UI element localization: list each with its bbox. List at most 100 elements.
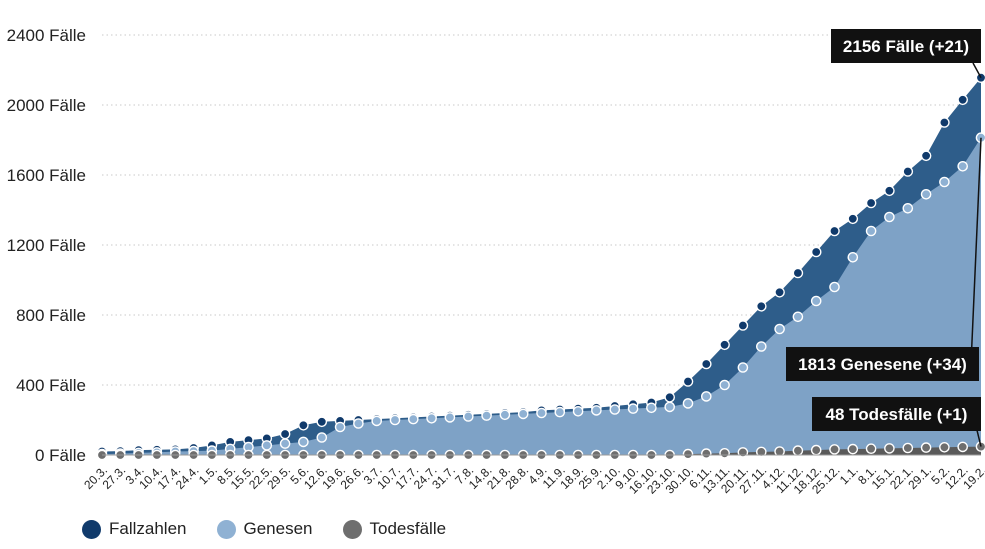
point-fallzahlen xyxy=(701,358,712,370)
legend: Fallzahlen Genesen Todesfälle xyxy=(82,519,476,539)
point-genesen xyxy=(536,407,547,419)
point-fallzahlen xyxy=(664,391,676,403)
legend-label-genesen: Genesen xyxy=(243,519,313,538)
point-todesfaelle xyxy=(902,442,914,454)
point-genesen xyxy=(499,409,511,421)
point-fallzahlen xyxy=(865,197,877,209)
point-genesen xyxy=(407,413,419,425)
point-genesen xyxy=(920,188,932,200)
point-todesfaelle xyxy=(756,446,767,458)
legend-label-fallzahlen: Fallzahlen xyxy=(109,519,187,538)
point-genesen xyxy=(334,421,346,433)
annotation-label: 2156 Fälle (+21) xyxy=(843,37,969,56)
point-todesfaelle xyxy=(682,448,694,460)
point-genesen xyxy=(371,415,383,427)
point-genesen xyxy=(939,176,950,188)
point-todesfaelle xyxy=(810,444,822,456)
point-todesfaelle xyxy=(792,445,804,456)
y-tick-label: 2000 Fälle xyxy=(7,96,86,115)
point-genesen xyxy=(481,410,492,421)
point-genesen xyxy=(462,411,474,422)
point-genesen xyxy=(719,379,730,391)
point-genesen xyxy=(572,405,584,417)
point-fallzahlen xyxy=(902,166,914,177)
point-fallzahlen xyxy=(316,416,328,428)
y-tick-label: 400 Fälle xyxy=(16,376,86,395)
point-todesfaelle xyxy=(957,441,969,453)
point-fallzahlen xyxy=(279,428,291,440)
annotation-leader xyxy=(970,137,982,365)
point-genesen xyxy=(810,295,822,307)
point-genesen xyxy=(701,391,712,402)
point-fallzahlen xyxy=(774,286,785,298)
point-fallzahlen xyxy=(719,339,730,351)
legend-item-fallzahlen: Fallzahlen xyxy=(82,519,187,539)
point-genesen xyxy=(279,438,291,449)
point-genesen xyxy=(389,414,401,426)
point-genesen xyxy=(554,406,566,418)
point-genesen xyxy=(756,341,767,352)
point-fallzahlen xyxy=(829,225,840,237)
point-todesfaelle xyxy=(920,442,932,453)
point-todesfaelle xyxy=(701,448,712,459)
y-tick-label: 1600 Fälle xyxy=(7,166,86,185)
point-genesen xyxy=(353,418,364,429)
point-fallzahlen xyxy=(792,267,804,279)
point-genesen xyxy=(957,160,969,172)
point-fallzahlen xyxy=(884,185,895,197)
point-genesen xyxy=(646,402,657,414)
legend-item-todesfaelle: Todesfälle xyxy=(342,519,447,539)
legend-item-genesen: Genesen xyxy=(216,519,313,539)
point-genesen xyxy=(298,436,309,448)
point-genesen xyxy=(444,412,456,423)
point-genesen xyxy=(627,403,639,414)
annotation-label: 48 Todesfälle (+1) xyxy=(826,405,968,424)
point-fallzahlen xyxy=(939,117,950,128)
point-genesen xyxy=(847,251,859,263)
point-fallzahlen xyxy=(920,150,932,162)
point-todesfaelle xyxy=(939,441,950,453)
annotation-box xyxy=(831,29,981,63)
y-tick-label: 2400 Fälle xyxy=(7,26,86,45)
point-todesfaelle xyxy=(884,443,895,454)
point-fallzahlen xyxy=(737,320,749,331)
point-todesfaelle xyxy=(829,444,840,455)
point-fallzahlen xyxy=(682,376,694,387)
point-genesen xyxy=(682,398,694,409)
annotation-box xyxy=(812,397,981,431)
point-fallzahlen xyxy=(810,246,822,258)
point-genesen xyxy=(609,404,621,415)
annotation-label: 1813 Genesene (+34) xyxy=(798,355,967,374)
point-fallzahlen xyxy=(756,300,767,312)
annotation-leader xyxy=(972,62,982,79)
point-fallzahlen xyxy=(847,213,859,225)
y-tick-label: 1200 Fälle xyxy=(7,236,86,255)
point-genesen xyxy=(426,412,437,424)
point-genesen xyxy=(261,440,273,451)
point-genesen xyxy=(865,225,877,237)
annotation-box xyxy=(786,347,979,381)
point-genesen xyxy=(774,323,785,335)
point-genesen xyxy=(737,362,749,373)
y-tick-label: 0 Fälle xyxy=(35,446,86,465)
point-todesfaelle xyxy=(847,443,859,455)
point-todesfaelle xyxy=(865,443,877,455)
point-fallzahlen xyxy=(298,419,309,431)
y-tick-label: 800 Fälle xyxy=(16,306,86,325)
point-genesen xyxy=(884,211,895,223)
area-genesen xyxy=(102,137,981,455)
point-genesen xyxy=(792,311,804,323)
legend-label-todesfaelle: Todesfälle xyxy=(369,519,447,538)
point-genesen xyxy=(517,408,529,420)
point-genesen xyxy=(664,401,676,413)
point-genesen xyxy=(902,202,914,214)
point-fallzahlen xyxy=(957,94,969,106)
point-genesen xyxy=(829,281,840,293)
legend-swatch-genesen xyxy=(216,519,236,539)
point-genesen xyxy=(316,432,328,443)
point-todesfaelle xyxy=(719,447,730,459)
point-todesfaelle xyxy=(774,446,785,457)
legend-swatch-todesfaelle xyxy=(342,519,362,539)
